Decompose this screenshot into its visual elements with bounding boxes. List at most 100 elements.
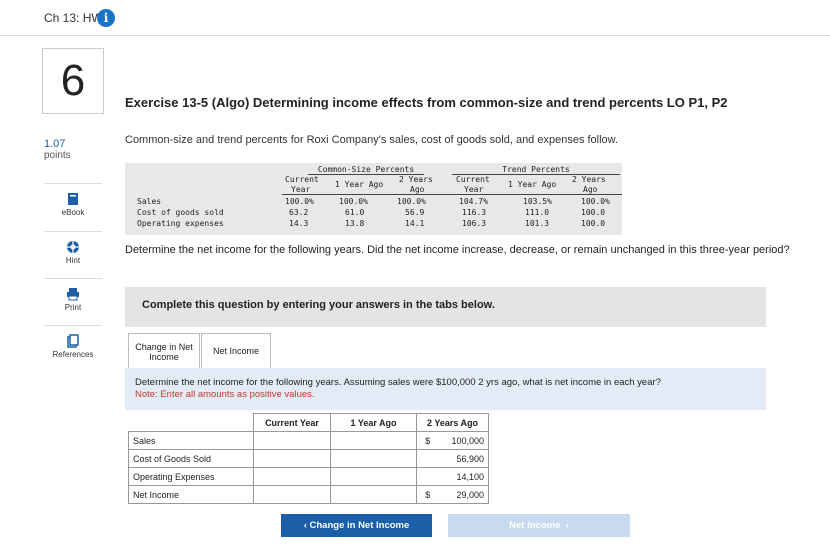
ni-1yr-input[interactable] xyxy=(335,486,412,503)
opex-current-input[interactable] xyxy=(258,468,326,485)
book-icon xyxy=(68,193,78,205)
col-2yr-ago: Ago xyxy=(410,185,425,194)
col-2yr: 2 Years xyxy=(572,175,606,184)
ni-1yr-cell[interactable] xyxy=(330,485,417,504)
sidebar-item-hint[interactable]: Hint xyxy=(44,231,102,271)
chevron-right-icon: › xyxy=(560,520,569,531)
assignment-title: Ch 13: HW xyxy=(44,11,103,25)
table-row: Operating Expenses 14,100 xyxy=(128,467,489,486)
col-current: Current xyxy=(285,175,319,184)
info-icon[interactable]: i xyxy=(97,9,115,27)
references-icon xyxy=(67,334,79,348)
col-2yr: 2 Years xyxy=(399,175,433,184)
sidebar-item-label: References xyxy=(52,350,94,359)
table-row: Sales $ 100,000 xyxy=(128,431,489,450)
cogs-current-input[interactable] xyxy=(258,450,326,467)
sidebar-item-ebook[interactable]: eBook xyxy=(44,183,102,223)
sidebar-item-label: Print xyxy=(64,303,82,312)
sidebar-item-print[interactable]: Print xyxy=(44,278,102,318)
cell: 103.5% xyxy=(523,197,552,206)
ni-current-cell[interactable] xyxy=(253,485,331,504)
ni-current-input[interactable] xyxy=(258,486,326,503)
col-2yr-ago: Ago xyxy=(583,185,598,194)
sales-current-cell[interactable] xyxy=(253,431,331,450)
lifebuoy-icon xyxy=(67,241,79,253)
chevron-left-icon: ‹ xyxy=(303,520,310,531)
next-tab-button[interactable]: Net Income › xyxy=(448,514,630,537)
points-label: points xyxy=(44,150,71,161)
cell: 106.3 xyxy=(462,219,487,228)
currency-prefix xyxy=(416,467,439,486)
cell: 104.7% xyxy=(459,197,488,206)
cogs-current-cell[interactable] xyxy=(253,449,331,468)
percent-data-table: Common-Size Percents Trend Percents Curr… xyxy=(125,163,622,235)
cell: 13.8 xyxy=(345,219,365,228)
instructions-banner: Complete this question by entering your … xyxy=(125,287,766,327)
exercise-heading: Exercise 13-5 (Algo) Determining income … xyxy=(125,95,728,110)
cell: 56.9 xyxy=(405,208,425,217)
sales-1yr-input[interactable] xyxy=(335,432,412,449)
row-label: Sales xyxy=(137,197,162,206)
points-value: 1.07 xyxy=(44,138,66,150)
cogs-2yr-value: 56,900 xyxy=(438,449,489,468)
question-number: 6 xyxy=(42,48,104,114)
opex-current-cell[interactable] xyxy=(253,467,331,486)
currency-prefix: $ xyxy=(416,431,439,450)
top-bar: Ch 13: HW i xyxy=(0,0,830,36)
cell: 100.0% xyxy=(397,197,426,206)
cell: 116.3 xyxy=(462,208,487,217)
cogs-1yr-cell[interactable] xyxy=(330,449,417,468)
header-1-year-ago: 1 Year Ago xyxy=(330,413,417,432)
sales-1yr-cell[interactable] xyxy=(330,431,417,450)
tab-net-income[interactable]: Net Income xyxy=(201,333,271,369)
opex-1yr-cell[interactable] xyxy=(330,467,417,486)
header-2-years-ago: 2 Years Ago xyxy=(416,413,489,432)
prev-tab-button[interactable]: ‹ Change in Net Income xyxy=(281,514,432,537)
ni-2yr-value: 29,000 xyxy=(438,485,489,504)
cell: 100.0% xyxy=(285,197,314,206)
cell: 101.3 xyxy=(525,219,550,228)
cell: 61.0 xyxy=(345,208,365,217)
sidebar-item-label: Hint xyxy=(65,256,81,265)
table-row: Cost of Goods Sold 56,900 xyxy=(128,449,489,468)
currency-prefix xyxy=(416,449,439,468)
tab-change-in-net-income[interactable]: Change in Net Income xyxy=(128,333,200,369)
cell: 14.3 xyxy=(289,219,309,228)
cell: 100.0 xyxy=(581,208,606,217)
sales-current-input[interactable] xyxy=(258,432,326,449)
cell: 100.0 xyxy=(581,219,606,228)
next-tab-label: Net Income xyxy=(509,520,561,531)
row-label-cogs: Cost of Goods Sold xyxy=(128,449,254,468)
sidebar-item-label: eBook xyxy=(61,208,85,217)
panel-instruction: Determine the net income for the followi… xyxy=(135,377,661,388)
opex-2yr-value: 14,100 xyxy=(438,467,489,486)
prev-tab-label: Change in Net Income xyxy=(309,520,410,531)
question-prompt: Determine the net income for the followi… xyxy=(125,244,790,256)
cell: 100.0% xyxy=(581,197,610,206)
cell: 63.2 xyxy=(289,208,309,217)
exercise-intro: Common-size and trend percents for Roxi … xyxy=(125,134,619,146)
opex-1yr-input[interactable] xyxy=(335,468,412,485)
row-label-opex: Operating Expenses xyxy=(128,467,254,486)
cogs-1yr-input[interactable] xyxy=(335,450,412,467)
sales-2yr-value: 100,000 xyxy=(438,431,489,450)
row-label-sales: Sales xyxy=(128,431,254,450)
table-row: Net Income $ 29,000 xyxy=(128,485,489,504)
header-common-size: Common-Size Percents xyxy=(308,165,424,175)
col-1yr: 1 Year Ago xyxy=(508,180,557,189)
currency-prefix: $ xyxy=(416,485,439,504)
cell: 111.0 xyxy=(525,208,550,217)
header-blank xyxy=(128,413,254,432)
cell: 14.1 xyxy=(405,219,425,228)
row-label-net-income: Net Income xyxy=(128,485,254,504)
col-current: Current xyxy=(456,175,490,184)
col-current-year: Year xyxy=(464,185,484,194)
header-trend: Trend Percents xyxy=(452,165,620,175)
sidebar-item-references[interactable]: References xyxy=(44,325,102,365)
row-label: Operating expenses xyxy=(137,219,224,228)
col-1yr: 1 Year Ago xyxy=(335,180,384,189)
header-current-year: Current Year xyxy=(253,413,331,432)
net-income-table: Current Year 1 Year Ago 2 Years Ago Sale… xyxy=(128,413,489,504)
panel-note: Note: Enter all amounts as positive valu… xyxy=(135,389,315,400)
col-current-year: Year xyxy=(291,185,311,194)
